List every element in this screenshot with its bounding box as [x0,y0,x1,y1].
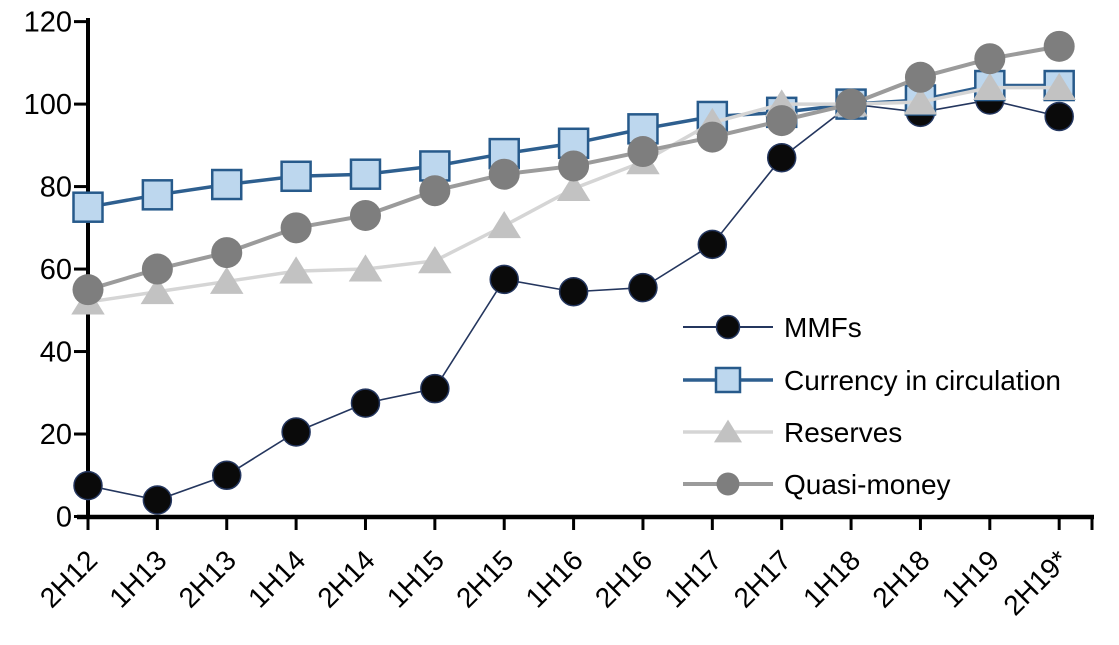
y-tick-label: 80 [40,172,72,204]
marker-circle [697,229,728,260]
x-tick-label: 1H19 [936,544,1005,613]
legend-item-quasi-money: Quasi-money [683,469,951,500]
marker-circle [73,470,103,501]
y-tick-label: 60 [40,254,72,286]
marker-circle [281,417,311,447]
marker-circle [628,272,658,303]
series-quasi-money [72,30,1075,306]
series-group [71,30,1076,515]
marker-circle [420,373,450,404]
y-tick-label: 120 [24,7,72,39]
y-tick-label: 0 [56,502,72,534]
marker-circle [280,212,312,244]
marker-triangle [973,72,1007,101]
x-tick-label: 1H15 [381,544,450,613]
marker-circle [715,314,741,340]
marker-triangle [556,173,591,202]
marker-triangle [210,266,244,294]
marker-circle [349,199,381,231]
x-tick-label: 1H13 [103,544,172,613]
marker-circle [974,43,1006,75]
marker-circle [904,61,936,93]
marker-circle [72,274,104,306]
marker-circle [211,460,242,491]
marker-square [210,168,243,201]
marker-circle [766,142,797,173]
marker-triangle [140,277,175,305]
x-tick-label: 2H13 [173,544,242,613]
marker-triangle [348,254,383,282]
marker-circle [716,472,740,496]
legend-label: Quasi-money [784,469,951,500]
y-tick-label: 100 [24,89,72,121]
marker-square [714,366,742,394]
marker-triangle [903,87,938,115]
marker-square [280,160,312,193]
x-tick-label: 2H15 [450,544,519,613]
legend-item-reserves: Reserves [683,417,902,448]
x-tick-label: 1H17 [658,544,727,613]
x-tick-label: 2H12 [34,544,103,613]
marker-circle [1044,101,1074,132]
marker-circle [488,158,520,190]
legend-label: MMFs [784,312,862,343]
marker-circle [558,150,590,182]
marker-circle [627,136,659,168]
legend-item-currency-in-circulation: Currency in circulation [683,365,1061,396]
marker-circle [419,175,451,207]
marker-circle [766,105,798,137]
x-tick-label: 1H14 [242,544,311,613]
marker-triangle [1042,72,1076,101]
marker-circle [1043,30,1075,62]
marker-triangle [279,256,313,284]
x-tick-label: 1H16 [520,544,589,613]
x-tick-label: 2H19* [997,544,1074,621]
x-tick-label: 2H14 [311,544,380,613]
marker-circle [558,276,589,307]
marker-square [141,179,174,211]
marker-circle [142,485,173,515]
marker-circle [835,88,867,120]
marker-triangle [713,419,743,443]
marker-circle [141,253,173,285]
legend-label: Currency in circulation [784,365,1061,396]
marker-circle [489,264,519,295]
x-tick-label: 2H16 [589,544,658,613]
y-tick-label: 40 [40,337,72,369]
x-tick-label: 2H17 [728,544,797,613]
x-tick-label: 2H18 [866,544,935,613]
marker-circle [696,121,728,153]
marker-square [72,191,104,223]
x-tick-label: 1H18 [797,544,866,613]
marker-triangle [487,211,521,239]
legend-item-mmfs: MMFs [683,312,862,343]
series-mmfs [73,85,1074,515]
y-tick-label: 20 [40,419,72,451]
marker-circle [350,388,381,418]
marker-circle [211,237,243,269]
legend: MMFs Currency in circulation Reserves Quasi… [683,312,1061,500]
marker-triangle [418,246,452,274]
legend-label: Reserves [784,417,902,448]
marker-square [349,158,382,190]
